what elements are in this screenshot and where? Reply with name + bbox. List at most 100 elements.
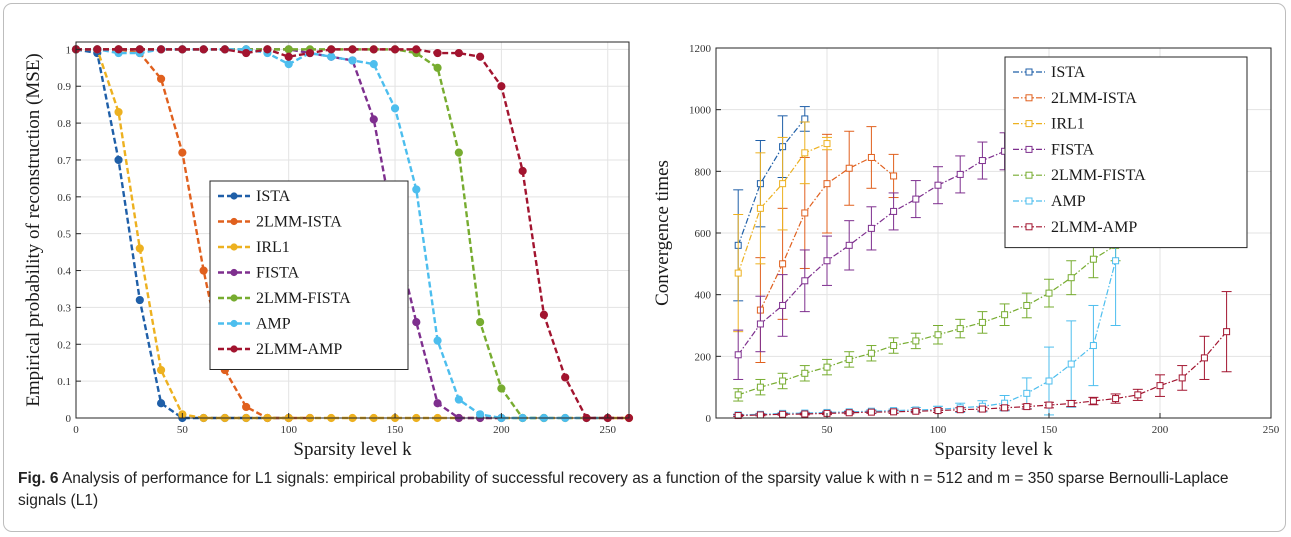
- data-point: [454, 148, 463, 157]
- legend-label: 2LMM-FISTA: [1051, 167, 1146, 184]
- x-tick-label: 250: [1263, 424, 1280, 436]
- data-point: [912, 407, 920, 415]
- legend-item-ista: ISTA: [218, 188, 291, 205]
- y-tick-label: 0.8: [57, 118, 71, 130]
- legend-label: AMP: [1051, 193, 1086, 210]
- data-point: [327, 45, 336, 54]
- legend-item-amp: AMP: [1013, 193, 1086, 210]
- data-point: [734, 351, 742, 359]
- legend-label: FISTA: [256, 265, 300, 282]
- data-point: [890, 207, 898, 215]
- legend-item-irl1: IRL1: [1013, 116, 1085, 133]
- y-tick-label: 400: [695, 290, 712, 302]
- data-point: [890, 172, 898, 180]
- legend-marker: [230, 192, 238, 200]
- data-point: [433, 63, 442, 72]
- data-point: [779, 180, 787, 188]
- legend-marker: [230, 243, 238, 251]
- y-tick-label: 1: [66, 44, 72, 56]
- y-tick-label: 0.4: [57, 266, 71, 278]
- data-point: [561, 373, 570, 382]
- data-point: [412, 185, 421, 194]
- data-point: [1001, 311, 1009, 319]
- data-point: [114, 45, 123, 54]
- data-point: [284, 52, 293, 61]
- legend-label: ISTA: [256, 188, 291, 205]
- data-point: [539, 310, 549, 319]
- data-point: [978, 318, 986, 326]
- data-point: [823, 180, 831, 188]
- data-point: [845, 241, 853, 249]
- data-point: [1178, 374, 1186, 382]
- legend-item-2lmm-fista: 2LMM-FISTA: [1013, 167, 1146, 184]
- legend: ISTA 2LMM-ISTA IRL1 FISTA 2LMM-FISTA AMP 2LMM-…: [1004, 56, 1248, 249]
- data-point: [284, 60, 293, 69]
- data-point: [1112, 257, 1120, 265]
- data-point: [801, 369, 809, 377]
- legend-marker: [1025, 120, 1033, 128]
- data-point: [156, 399, 166, 408]
- data-point: [220, 45, 229, 54]
- y-tick-label: 0: [66, 413, 72, 425]
- data-point: [518, 166, 527, 176]
- x-tick-label: 100: [930, 424, 947, 436]
- legend-marker: [230, 345, 238, 353]
- data-point: [199, 45, 208, 54]
- y-tick-label: 800: [695, 166, 712, 178]
- legend-label: ISTA: [1051, 64, 1086, 81]
- data-point: [199, 266, 208, 275]
- legend-item-2lmm-fista: 2LMM-FISTA: [218, 290, 351, 307]
- legend-item-ista: ISTA: [1013, 64, 1086, 81]
- data-point: [845, 164, 853, 172]
- data-point: [412, 318, 421, 327]
- data-point: [305, 48, 315, 58]
- data-point: [412, 45, 421, 54]
- figure-frame: [3, 3, 1286, 532]
- data-point: [497, 384, 506, 393]
- data-point: [1067, 400, 1075, 408]
- legend-item-fista: FISTA: [218, 265, 300, 282]
- data-point: [263, 45, 272, 54]
- legend-item-2lmm-amp: 2LMM-AMP: [218, 341, 342, 358]
- y-axis-label: Empirical probability of reconstruction …: [23, 53, 44, 407]
- data-point: [476, 52, 485, 61]
- y-tick-label: 200: [695, 351, 712, 363]
- series-line: [737, 127, 1072, 356]
- legend-marker: [230, 217, 238, 226]
- data-point: [801, 277, 809, 285]
- data-point: [156, 365, 166, 375]
- legend-box: [209, 180, 409, 370]
- legend-marker: [1025, 171, 1033, 179]
- y-tick-label: 0.9: [57, 81, 71, 93]
- data-point: [390, 104, 400, 113]
- data-point: [242, 48, 251, 58]
- data-point: [890, 408, 898, 416]
- data-point: [978, 157, 986, 165]
- series-line: [738, 244, 1116, 396]
- data-point: [845, 409, 853, 417]
- data-point: [242, 402, 251, 412]
- legend-label: IRL1: [256, 239, 290, 256]
- legend-item-fista: FISTA: [1013, 141, 1095, 158]
- data-point: [369, 115, 378, 124]
- data-point: [327, 52, 336, 61]
- data-point: [348, 45, 357, 54]
- data-point: [433, 48, 442, 58]
- x-tick-label: 100: [280, 424, 297, 436]
- data-point: [1001, 404, 1009, 412]
- data-point: [1134, 391, 1142, 399]
- data-point: [934, 407, 942, 415]
- legend-marker: [230, 319, 238, 328]
- series-line: [76, 48, 608, 420]
- legend-item-2lmm-ista: 2LMM-ISTA: [1013, 90, 1137, 107]
- data-point: [156, 45, 166, 54]
- legend-marker: [230, 268, 238, 277]
- legend-label: 2LMM-FISTA: [256, 290, 351, 307]
- series-line: [75, 48, 289, 420]
- legend-label: 2LMM-AMP: [1051, 219, 1137, 236]
- data-point: [956, 170, 964, 178]
- data-point: [369, 45, 378, 54]
- data-point: [734, 269, 742, 277]
- legend-label: 2LMM-ISTA: [256, 214, 342, 231]
- series-2lmm-amp: [733, 291, 1232, 420]
